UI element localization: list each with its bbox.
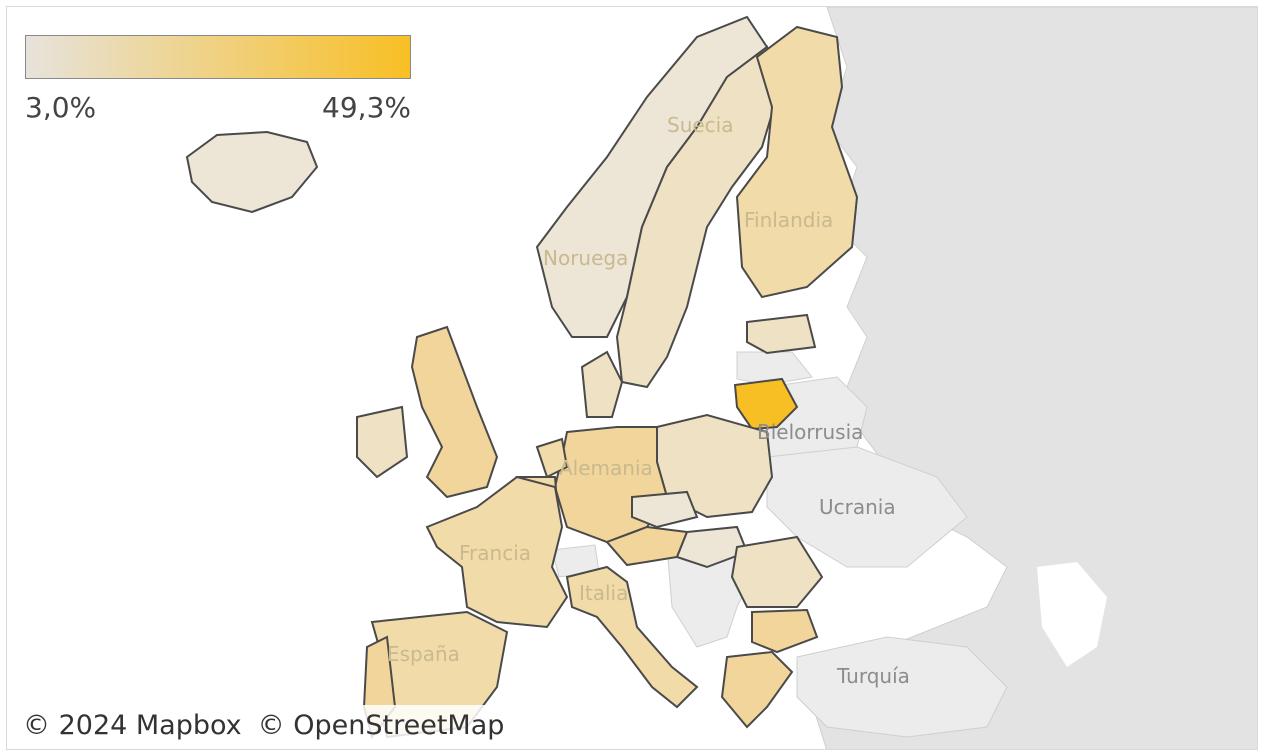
- legend-min-label: 3,0%: [25, 91, 97, 124]
- country-bulgaria: [751, 608, 819, 654]
- country-uk: [410, 325, 499, 499]
- label-belarus: Bielorrusia: [757, 420, 863, 444]
- osm-attribution-link[interactable]: © OpenStreetMap: [257, 709, 505, 741]
- label-turkey: Turquía: [836, 664, 910, 688]
- country-hungary: [675, 525, 749, 569]
- country-finland: [735, 25, 859, 299]
- country-france: [425, 475, 569, 629]
- country-czechia: [631, 490, 699, 529]
- country-netherlands: [535, 437, 569, 479]
- country-italy: [565, 565, 699, 709]
- label-italy: Italia: [579, 581, 628, 605]
- map-canvas: Suecia Finlandia Noruega Bielorrusia Ucr…: [185, 7, 1257, 749]
- label-ukraine: Ucrania: [819, 495, 896, 519]
- label-spain: España: [387, 642, 460, 666]
- label-norway: Noruega: [543, 246, 628, 270]
- country-ireland: [356, 405, 409, 479]
- color-legend: 3,0% 49,3%: [25, 35, 411, 135]
- region-turkey: [796, 636, 1008, 738]
- country-greece: [720, 650, 794, 729]
- mapbox-attribution-link[interactable]: © 2024 Mapbox: [23, 709, 242, 741]
- country-lithuania: [733, 377, 799, 431]
- country-denmark: [580, 350, 624, 418]
- label-finland: Finlandia: [744, 208, 833, 232]
- country-iceland: [185, 130, 319, 214]
- country-estonia: [746, 313, 817, 355]
- region-caspian: [1037, 562, 1107, 667]
- region-russia-east: [806, 7, 1257, 749]
- label-france: Francia: [459, 541, 531, 565]
- legend-max-label: 49,3%: [322, 91, 411, 124]
- region-ukraine: [766, 446, 968, 568]
- legend-gradient-bar: [25, 35, 411, 79]
- europe-choropleth-map: Suecia Finlandia Noruega Bielorrusia Ucr…: [6, 6, 1258, 750]
- country-sweden: [615, 45, 779, 389]
- map-attribution: © 2024 Mapbox © OpenStreetMap: [15, 705, 513, 745]
- label-sweden: Suecia: [667, 113, 733, 137]
- country-romania: [730, 535, 824, 608]
- label-germany: Alemania: [559, 456, 653, 480]
